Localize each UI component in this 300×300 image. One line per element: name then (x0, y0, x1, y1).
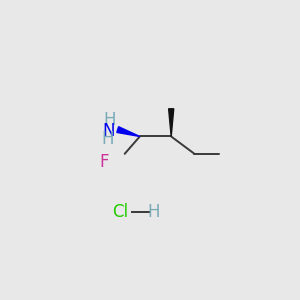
Text: H: H (148, 202, 160, 220)
Text: F: F (99, 153, 109, 171)
Polygon shape (117, 127, 140, 136)
Text: N: N (102, 122, 115, 140)
Text: H: H (101, 130, 113, 148)
Polygon shape (169, 109, 174, 136)
Text: H: H (103, 111, 116, 129)
Text: Cl: Cl (112, 202, 128, 220)
